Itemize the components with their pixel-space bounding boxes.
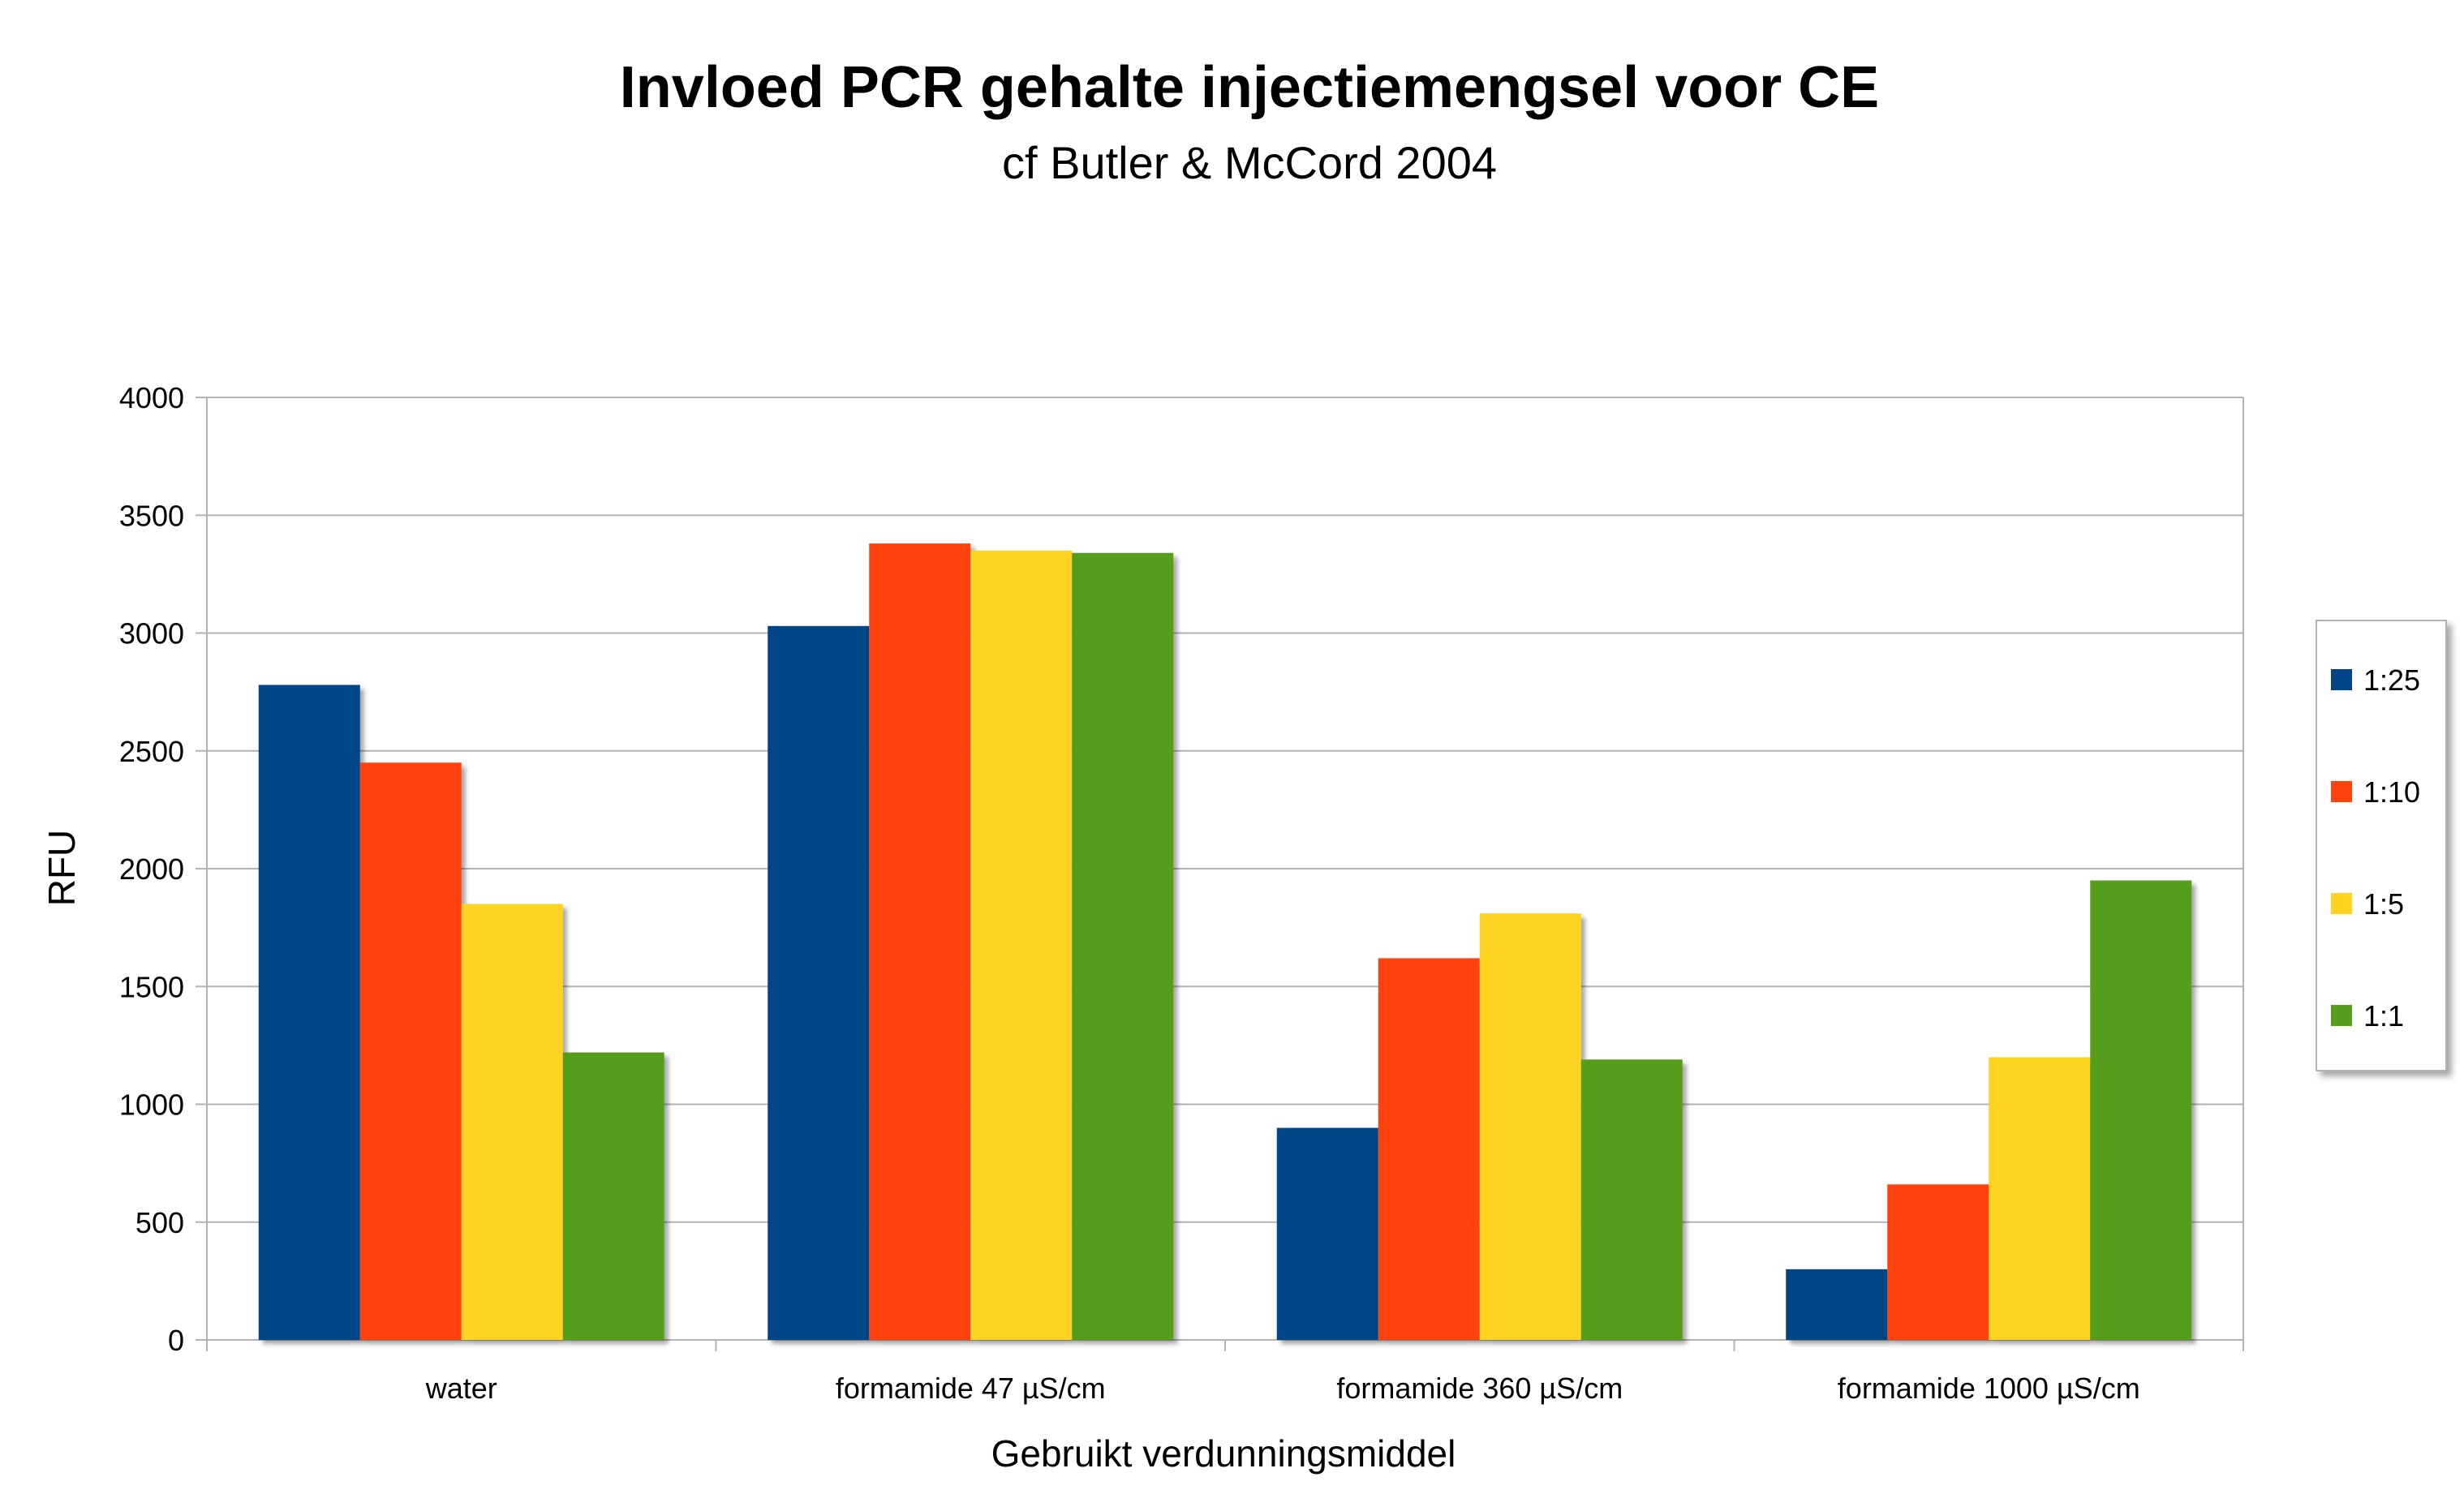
bar-1-25-1 bbox=[768, 625, 870, 1340]
chart-subtitle: cf Butler & McCord 2004 bbox=[1002, 137, 1497, 188]
y-tick-label: 2000 bbox=[119, 852, 184, 886]
y-tick-labels: 0 500 1000 1500 2000 2500 3000 3500 4000 bbox=[119, 381, 184, 1357]
legend-swatch bbox=[2331, 781, 2352, 802]
y-tick-label: 3500 bbox=[119, 499, 184, 532]
x-tick-labels: water formamide 47 µS/cm formamide 360 µS/… bbox=[425, 1372, 2140, 1405]
chart-title: Invloed PCR gehalte injectiemengsel voor… bbox=[620, 55, 1879, 120]
legend-swatch bbox=[2331, 893, 2352, 914]
y-tick-label: 4000 bbox=[119, 381, 184, 414]
legend-label: 1:25 bbox=[2363, 663, 2420, 697]
legend-swatch bbox=[2331, 1005, 2352, 1026]
bar-1-1-0 bbox=[562, 1052, 664, 1340]
x-tick-label: formamide 1000 µS/cm bbox=[1838, 1372, 2140, 1405]
y-tick-label: 3000 bbox=[119, 617, 184, 650]
bar-1-25-0 bbox=[258, 685, 360, 1340]
x-axis-title: Gebruikt verdunningsmiddel bbox=[991, 1432, 1456, 1475]
bar-1-25-2 bbox=[1276, 1127, 1378, 1340]
bar-1-5-2 bbox=[1479, 913, 1581, 1340]
x-tick-label: formamide 47 µS/cm bbox=[836, 1372, 1106, 1405]
bar-1-5-0 bbox=[461, 904, 563, 1340]
bar-1-10-0 bbox=[359, 762, 462, 1340]
y-tick-label: 2500 bbox=[119, 735, 184, 768]
bars bbox=[258, 543, 2192, 1340]
y-tick-label: 500 bbox=[135, 1206, 184, 1239]
legend-label: 1:5 bbox=[2363, 887, 2404, 921]
y-tick-label: 1500 bbox=[119, 970, 184, 1003]
legend-label: 1:1 bbox=[2363, 999, 2404, 1033]
y-tick-label: 0 bbox=[168, 1324, 184, 1357]
x-tick-label: water bbox=[425, 1372, 497, 1405]
legend-label: 1:10 bbox=[2363, 775, 2420, 809]
bar-1-10-2 bbox=[1378, 958, 1480, 1340]
y-tick-label: 1000 bbox=[119, 1088, 184, 1122]
bar-1-10-1 bbox=[869, 543, 971, 1340]
bar-1-1-2 bbox=[1580, 1059, 1683, 1340]
legend-box bbox=[2316, 620, 2447, 1071]
bar-1-25-3 bbox=[1786, 1269, 1888, 1340]
bar-1-1-1 bbox=[1072, 552, 1174, 1340]
legend: 1:25 1:10 1:5 1:1 bbox=[2316, 620, 2447, 1071]
bar-1-5-3 bbox=[1989, 1057, 2091, 1340]
bar-1-1-3 bbox=[2090, 880, 2192, 1340]
x-tick-label: formamide 360 µS/cm bbox=[1336, 1372, 1623, 1405]
legend-items: 1:25 1:10 1:5 1:1 bbox=[2331, 663, 2420, 1033]
bar-1-5-1 bbox=[970, 550, 1073, 1340]
bar-1-10-3 bbox=[1887, 1184, 1989, 1340]
legend-swatch bbox=[2331, 669, 2352, 690]
y-axis-title: RFU bbox=[41, 830, 83, 907]
